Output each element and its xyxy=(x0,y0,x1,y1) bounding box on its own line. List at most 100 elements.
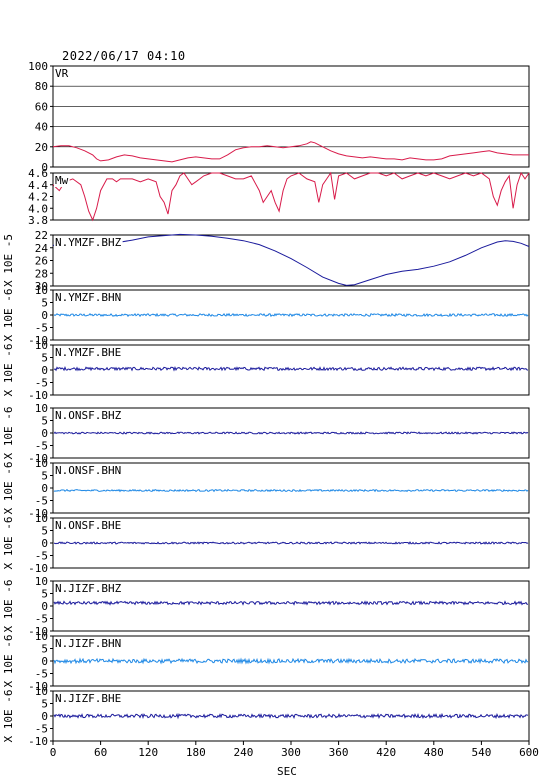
x-axis-label: SEC xyxy=(277,765,297,778)
x-tick-label: 300 xyxy=(281,746,301,759)
series-line xyxy=(53,600,528,606)
plot-title: 2022/06/17 04:10 xyxy=(62,49,186,63)
x-tick-label: 480 xyxy=(424,746,444,759)
y-tick-label: 3.8 xyxy=(28,214,48,227)
y-tick-label: -10 xyxy=(28,625,48,638)
series-line xyxy=(52,171,530,222)
panel-label: N.ONSF.BHZ xyxy=(55,409,122,422)
y-tick-label: 5 xyxy=(41,352,48,365)
panel-label: N.ONSF.BHE xyxy=(55,519,121,532)
x-tick-label: 0 xyxy=(50,746,57,759)
panel-label-backdrop xyxy=(54,291,123,304)
y-tick-label: -5 xyxy=(35,613,48,626)
y-tick-label: 26 xyxy=(35,255,48,268)
y-tick-label: 5 xyxy=(41,588,48,601)
y-tick-label: 0 xyxy=(41,427,48,440)
y-tick-label: -10 xyxy=(28,735,48,748)
y-tick-label: 24 xyxy=(35,242,49,255)
y-tick-label: 4.6 xyxy=(28,167,48,180)
panel-label-backdrop xyxy=(54,582,123,595)
y-tick-label: 60 xyxy=(35,100,48,113)
y-tick-label: 0 xyxy=(41,537,48,550)
panel-label: N.JIZF.BHN xyxy=(55,637,121,650)
y-tick-label: -5 xyxy=(35,495,48,508)
y-tick-label: -10 xyxy=(28,507,48,520)
panel-label-backdrop xyxy=(54,67,70,80)
y-tick-label: -5 xyxy=(35,440,48,453)
y-tick-label: -10 xyxy=(28,389,48,402)
y-tick-label: 10 xyxy=(35,512,48,525)
y-tick-label: -5 xyxy=(35,377,48,390)
y-tick-label: 0 xyxy=(41,161,48,174)
panel-label-backdrop xyxy=(54,464,123,477)
series-line xyxy=(53,541,529,545)
x-tick-label: 180 xyxy=(186,746,206,759)
panel-label-backdrop xyxy=(54,519,123,532)
y-tick-label: 4.0 xyxy=(28,202,48,215)
y-tick-label: 4.2 xyxy=(28,191,48,204)
x-tick-label: 360 xyxy=(329,746,349,759)
series-line xyxy=(53,431,529,435)
y-tick-label: 10 xyxy=(35,339,48,352)
y-tick-label: 100 xyxy=(28,60,48,73)
y-tick-label: 40 xyxy=(35,121,48,134)
series-line xyxy=(53,712,529,720)
x-tick-label: 120 xyxy=(138,746,158,759)
panel-label-backdrop xyxy=(54,236,123,249)
panel-label: N.YMZF.BHN xyxy=(55,291,121,304)
panel-label: VR xyxy=(55,67,69,80)
y-tick-label: 5 xyxy=(41,470,48,483)
panel-label: N.YMZF.BHZ xyxy=(55,236,122,249)
panel-label: N.JIZF.BHE xyxy=(55,692,121,705)
series-line xyxy=(53,488,529,493)
y-unit-label: X 10E -6 xyxy=(2,407,15,460)
y-tick-label: 5 xyxy=(41,698,48,711)
y-tick-label: 0 xyxy=(41,655,48,668)
panel-frame xyxy=(52,65,530,168)
panel-label-backdrop xyxy=(54,346,123,359)
y-tick-label: 10 xyxy=(35,630,48,643)
panel-label: N.JIZF.BHZ xyxy=(55,582,122,595)
y-tick-label: 22 xyxy=(35,229,48,242)
panel-frame xyxy=(52,344,530,396)
panel-label: Mw xyxy=(55,174,69,187)
panel-label: N.YMZF.BHE xyxy=(55,346,121,359)
panel-frame xyxy=(52,234,530,287)
y-tick-label: -10 xyxy=(28,452,48,465)
y-tick-label: 0 xyxy=(41,710,48,723)
series-line xyxy=(53,312,529,318)
y-tick-label: 30 xyxy=(35,280,48,293)
y-tick-label: 5 xyxy=(41,297,48,310)
y-tick-label: -5 xyxy=(35,322,48,335)
y-tick-label: 10 xyxy=(35,575,48,588)
y-tick-label: 0 xyxy=(41,600,48,613)
y-tick-label: 10 xyxy=(35,284,48,297)
x-tick-label: 420 xyxy=(376,746,396,759)
panel-label-backdrop xyxy=(54,692,123,705)
series-line xyxy=(53,657,529,665)
x-tick-label: 240 xyxy=(233,746,253,759)
y-unit-label: X 10E -6 xyxy=(2,289,15,342)
y-tick-label: -10 xyxy=(28,334,48,347)
y-tick-label: -5 xyxy=(35,668,48,681)
y-unit-label: X 10E -6 xyxy=(2,517,15,570)
y-tick-label: -10 xyxy=(28,680,48,693)
panel-frame xyxy=(52,172,530,221)
y-tick-label: 0 xyxy=(41,309,48,322)
panel-frame xyxy=(52,580,530,632)
y-tick-label: -5 xyxy=(35,550,48,563)
y-tick-label: 5 xyxy=(41,643,48,656)
x-tick-label: 60 xyxy=(94,746,107,759)
y-tick-label: 10 xyxy=(35,402,48,415)
series-line xyxy=(52,233,530,286)
y-tick-label: 5 xyxy=(41,525,48,538)
panel-label-backdrop xyxy=(54,637,123,650)
y-unit-label: X 10E -6 xyxy=(2,462,15,515)
y-unit-label: X 10E -6 xyxy=(2,580,15,633)
y-tick-label: 10 xyxy=(35,457,48,470)
x-tick-label: 600 xyxy=(519,746,539,759)
y-tick-label: 5 xyxy=(41,415,48,428)
y-unit-label: X 10E -6 xyxy=(2,690,15,743)
y-unit-label: X 10E -6 xyxy=(2,635,15,688)
